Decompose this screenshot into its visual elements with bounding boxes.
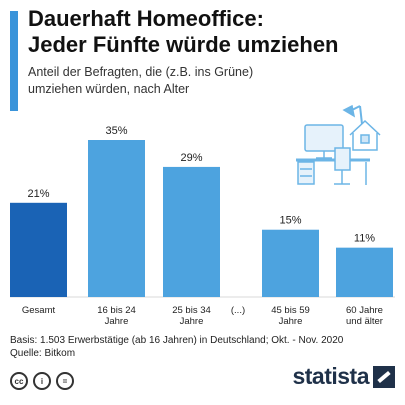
category-label-0: Gesamt: [22, 305, 56, 316]
brand-name: statista: [292, 363, 369, 389]
value-label-1: 35%: [105, 125, 127, 137]
source-line: Quelle: Bitkom: [10, 348, 76, 359]
value-labels-group: 21% 35% 29% 15% 11%: [27, 125, 375, 245]
chart-subtitle: Anteil der Befragten, die (z.B. ins Grün…: [28, 64, 298, 98]
source-note: Basis: 1.503 Erwerbstätige (ab 16 Jahren…: [10, 334, 343, 360]
category-labels-group: Gesamt 16 bis 24 Jahre 25 bis 34 Jahre (...) 4…: [22, 305, 383, 327]
home-office-desk-icon: [296, 104, 381, 185]
chart-title-line-2: Jeder Fünfte würde umziehen: [28, 32, 339, 57]
chart-subtitle-line-2: umziehen würden, nach Alter: [28, 82, 190, 96]
bar-2: [163, 166, 220, 297]
bar-4: [262, 229, 319, 297]
basis-line: Basis: 1.503 Erwerbstätige (ab 16 Jahren…: [10, 335, 344, 346]
title-accent-bar: [10, 11, 18, 111]
statista-logo: statista: [292, 363, 395, 390]
category-label-3: (...): [231, 305, 245, 316]
chart-title: Dauerhaft Homeoffice: Jeder Fünfte würde…: [28, 6, 400, 58]
bars-group: [10, 140, 393, 297]
value-label-4: 15%: [279, 215, 301, 227]
category-label-2: 25 bis 34 Jahre: [172, 305, 211, 327]
bar-0: [10, 202, 67, 297]
license-icons: cc i =: [10, 372, 74, 390]
category-label-5: 60 Jahre und älter: [346, 305, 383, 327]
chart-title-line-1: Dauerhaft Homeoffice:: [28, 6, 264, 31]
brand-mark-icon: [373, 365, 395, 388]
chart-subtitle-line-1: Anteil der Befragten, die (z.B. ins Grün…: [28, 65, 254, 79]
no-derivatives-icon: =: [56, 372, 74, 390]
bar-1: [88, 140, 145, 297]
value-label-0: 21%: [27, 188, 49, 200]
attribution-icon: i: [33, 372, 51, 390]
value-label-5: 11%: [354, 233, 375, 245]
category-label-4: 45 bis 59 Jahre: [271, 305, 310, 327]
value-label-2: 29%: [180, 152, 202, 164]
category-label-1: 16 bis 24 Jahre: [97, 305, 136, 327]
bar-5: [336, 247, 393, 297]
cc-icon: cc: [10, 372, 28, 390]
